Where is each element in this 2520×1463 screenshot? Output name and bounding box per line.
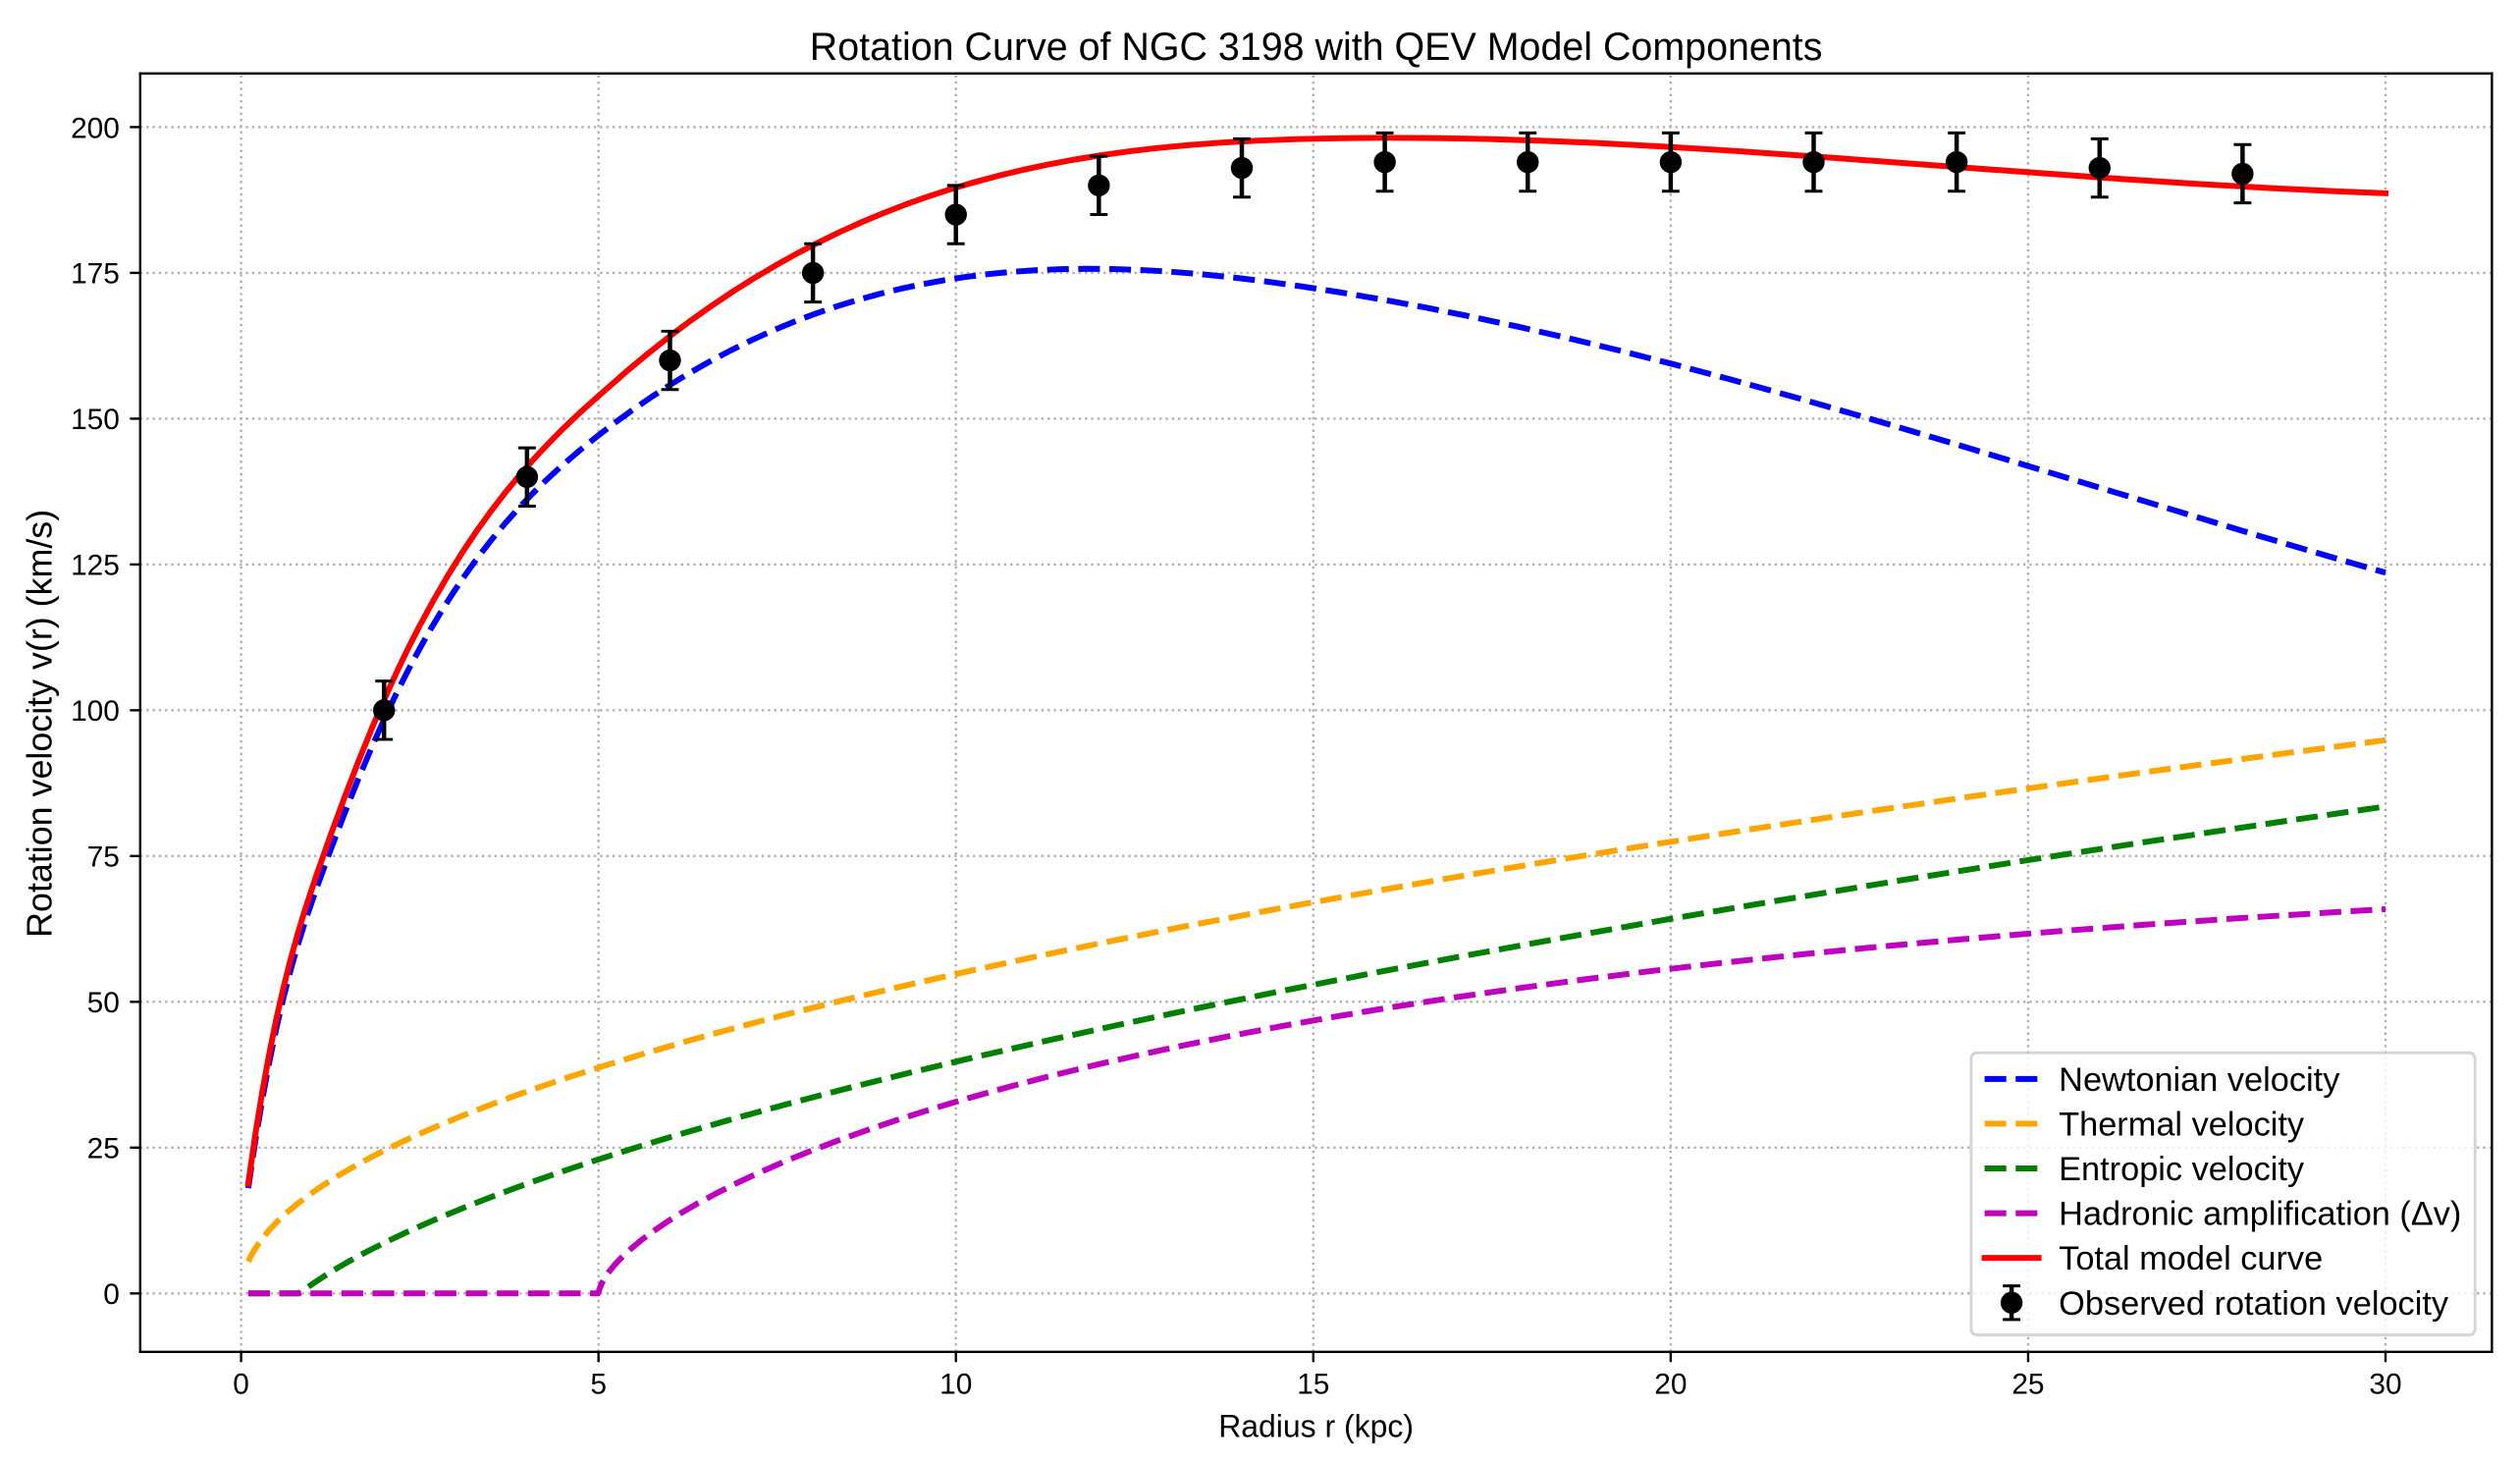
svg-text:150: 150 [71, 404, 120, 436]
svg-text:Radius r (kpc): Radius r (kpc) [1218, 1409, 1414, 1444]
svg-text:50: 50 [87, 987, 120, 1019]
svg-text:20: 20 [1654, 1368, 1687, 1400]
svg-text:0: 0 [233, 1368, 249, 1400]
svg-text:30: 30 [2369, 1368, 2401, 1400]
svg-text:10: 10 [939, 1368, 972, 1400]
svg-text:200: 200 [71, 112, 120, 144]
svg-text:Newtonian velocity: Newtonian velocity [2059, 1061, 2340, 1099]
svg-text:175: 175 [71, 258, 120, 291]
svg-text:Hadronic amplification (Δv): Hadronic amplification (Δv) [2059, 1196, 2461, 1233]
svg-text:25: 25 [2011, 1368, 2044, 1400]
svg-text:Thermal velocity: Thermal velocity [2059, 1106, 2305, 1143]
svg-text:Total model curve: Total model curve [2059, 1240, 2323, 1277]
svg-text:0: 0 [103, 1278, 120, 1311]
svg-text:Rotation velocity v(r) (km/s): Rotation velocity v(r) (km/s) [20, 510, 59, 938]
svg-text:100: 100 [71, 695, 120, 728]
svg-text:Rotation Curve of NGC 3198 wit: Rotation Curve of NGC 3198 with QEV Mode… [810, 26, 1823, 69]
svg-text:75: 75 [87, 841, 120, 874]
svg-text:Observed rotation velocity: Observed rotation velocity [2059, 1285, 2449, 1323]
svg-text:125: 125 [71, 550, 120, 582]
svg-text:25: 25 [87, 1133, 120, 1165]
svg-text:15: 15 [1297, 1368, 1329, 1400]
svg-text:Entropic velocity: Entropic velocity [2059, 1151, 2305, 1188]
svg-text:5: 5 [590, 1368, 607, 1400]
